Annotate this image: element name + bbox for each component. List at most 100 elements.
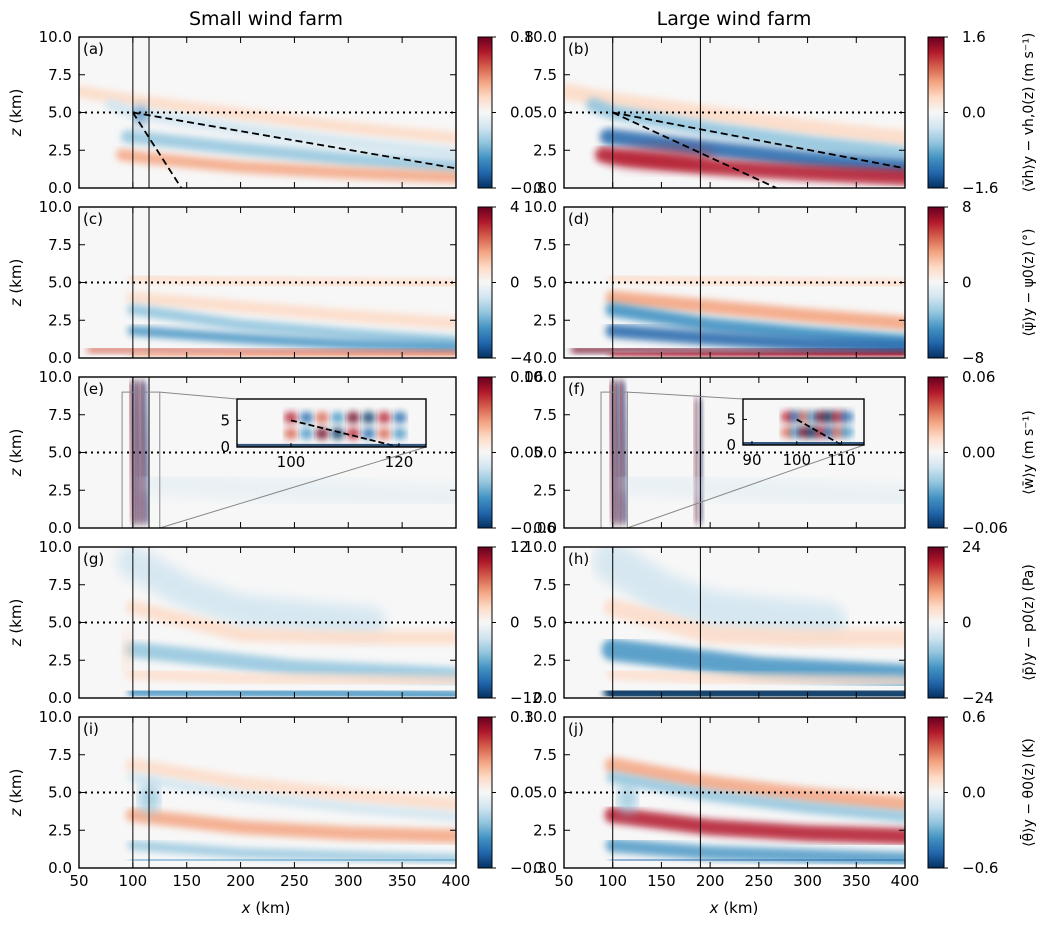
y-axis-label: z (km) (7, 89, 25, 138)
x-tick-label: 200 (696, 872, 725, 890)
x-tick-label: 250 (280, 872, 309, 890)
y-tick-label: 0.0 (48, 519, 72, 537)
inset-cell (299, 411, 314, 424)
panel-label: (d) (568, 210, 589, 228)
panel: (c) 0.0 2.5 5.0 7.5 10.0 z (km) 4 0 −4 (7, 198, 532, 367)
x-axis-label-right: x (km) (709, 899, 759, 917)
field-band (79, 85, 456, 145)
inset-connector (159, 391, 238, 400)
panel: (b) 0.0 2.5 5.0 7.5 10.0 1.6 0.0 −1.6 (524, 28, 999, 197)
field-band (604, 807, 905, 845)
x-tick-label: 350 (842, 872, 871, 890)
field-band (564, 83, 905, 147)
field-band (603, 598, 905, 647)
inset-connector (627, 444, 865, 529)
colorbar-tick-label: 0 (962, 274, 972, 292)
field-band (599, 128, 905, 175)
panel: (a) 0.0 2.5 5.0 7.5 10.0 z (km) 0.8 0.0 −0.8 (7, 28, 546, 197)
y-tick-label: 7.5 (48, 576, 72, 594)
y-axis-label-symbol: z (7, 297, 25, 307)
inset-x-tick-label: 110 (827, 451, 856, 469)
x-tick-label: 300 (793, 872, 822, 890)
inset-y-tick-label: 0 (220, 438, 230, 456)
inset-cell (330, 411, 345, 424)
colorbar-tick-label: 0 (510, 274, 520, 292)
panel: (j) 50 100 150 200 250 300 350 400 0.0 2.5 5.0 7.5 10… (524, 708, 999, 890)
inset-field (743, 410, 864, 445)
colorbar-tick-label: 0.3 (510, 708, 534, 726)
panel-row: (i) 50 100 150 200 250 300 350 400 0.0 2.5 5.0 7.5 10… (7, 708, 1037, 890)
inset-cell (284, 427, 298, 440)
inset-cell (377, 411, 392, 424)
y-tick-label: 2.5 (533, 311, 557, 329)
field-blob (617, 783, 638, 814)
x-tick-label: 250 (745, 872, 774, 890)
x-tick-label: 100 (119, 872, 148, 890)
colorbar-tick-label: 0.00 (510, 444, 543, 462)
heatmap-field (604, 757, 905, 866)
field-blob (607, 147, 716, 169)
x-tick-label: 350 (388, 872, 417, 890)
field-band (116, 148, 456, 184)
inset-background (237, 399, 426, 447)
heatmap-field (79, 85, 456, 188)
colorbar-tick-label: 12 (510, 538, 529, 556)
inset-cell (392, 427, 407, 440)
y-axis-label: z (km) (7, 769, 25, 818)
panel: (d) 0.0 2.5 5.0 7.5 10.0 8 0 −8 (524, 198, 985, 367)
inset: 90 100 110 0 5 (726, 398, 865, 469)
y-tick-label: 2.5 (48, 821, 72, 839)
colorbar-tick-label: 0.0 (962, 104, 986, 122)
field-band (127, 273, 456, 289)
x-tick-label: 100 (598, 872, 627, 890)
y-tick-label: 10.0 (39, 368, 72, 386)
colorbar-gradient (477, 376, 493, 529)
y-tick-label: 0.0 (533, 349, 557, 367)
colorbar-tick-label: −8 (962, 349, 984, 367)
colorbar-gradient (927, 546, 945, 699)
colorbar-tick-label: 0.06 (962, 368, 995, 386)
x-tick-label: 400 (442, 872, 471, 890)
inset-cell (377, 427, 392, 440)
colorbar-gradient (927, 376, 945, 529)
colorbar: 24 0 −24 (927, 538, 994, 707)
column-titles: Small wind farm Large wind farm (189, 8, 811, 30)
field-band (141, 469, 456, 511)
colorbar-gradient (477, 206, 493, 359)
colorbar-tick-label: 1.6 (962, 28, 986, 46)
colorbar-tick-label: 4 (510, 198, 520, 216)
colorbar-tick-label: 8 (962, 198, 972, 216)
inset-x-tick-label: 90 (742, 451, 761, 469)
y-tick-label: 7.5 (48, 746, 72, 764)
colorbar-gradient (477, 36, 493, 189)
heatmap-field (570, 273, 905, 358)
y-tick-label: 7.5 (48, 66, 72, 84)
y-tick-label: 5.0 (48, 104, 72, 122)
field-band (604, 757, 905, 813)
y-tick-label: 5.0 (48, 444, 72, 462)
field-band (116, 547, 386, 639)
y-tick-label: 10.0 (524, 28, 557, 46)
y-tick-label: 7.5 (533, 236, 557, 254)
inset-cell (330, 427, 345, 440)
y-tick-label: 10.0 (524, 538, 557, 556)
colorbar-label: ⟨ψ̄⟩y − ψ0(z) (°) (1021, 229, 1037, 337)
inset-frame (742, 398, 865, 446)
inset: 100 120 0 5 (220, 398, 427, 471)
inset-cell (315, 411, 330, 424)
colorbar-tick-label: −4 (510, 349, 532, 367)
x-tick-label: 50 (69, 872, 88, 890)
colorbar-tick-label: 0.8 (510, 28, 534, 46)
field-band (127, 304, 456, 347)
colorbar: 0.8 0.0 −0.8 (477, 28, 546, 197)
panel-label: (c) (83, 210, 103, 228)
y-axis-label: z (km) (7, 429, 25, 478)
field-band (105, 98, 456, 160)
y-tick-label: 10.0 (39, 538, 72, 556)
colorbar-tick-label: 0.06 (510, 368, 543, 386)
x-tick-label: 300 (334, 872, 363, 890)
field-band (601, 638, 905, 687)
field-band (124, 641, 456, 684)
y-tick-label: 5.0 (533, 274, 557, 292)
y-tick-label: 7.5 (533, 66, 557, 84)
